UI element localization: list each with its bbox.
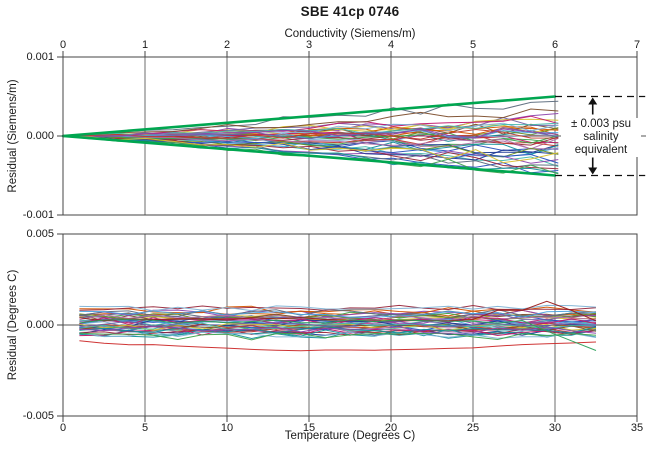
residual-trace [79,323,597,332]
residual-trace [79,317,597,325]
residual-trace [62,118,559,137]
y-tick-label: -0.001 [22,209,54,221]
conductivity-axis-title: Conductivity (Siemens/m) [284,28,416,40]
temperature-axis-title: Temperature (Degrees C) [284,430,416,442]
x-tick-label: 30 [548,422,562,434]
x-tick-label: 2 [223,39,231,51]
residual-trace [79,329,597,337]
x-tick-label: 5 [469,39,477,51]
chart-title: SBE 41cp 0746 [300,4,400,19]
envelope-line [61,95,557,138]
x-tick-label: 25 [466,422,480,434]
y-tick-label: 0.000 [26,130,54,142]
x-tick-label: 6 [551,39,559,51]
residual-trace [62,128,559,139]
residual-trace [79,314,597,322]
arrow-down-head [588,167,598,175]
residual-trace [79,319,597,351]
salinity-equivalent-annotation: ± 0.003 psu salinity equivalent [561,118,641,157]
y-tick-label: -0.005 [22,410,54,422]
arrow-up-head [588,97,598,105]
residual-trace [62,135,559,150]
residual-trace [79,300,597,322]
residual-trace [79,340,597,352]
x-tick-label: 4 [387,39,395,51]
x-tick-label: 3 [305,39,313,51]
x-tick-label: 10 [220,422,234,434]
residual-trace [79,310,597,318]
residual-trace [62,128,559,140]
x-tick-label: 0 [59,422,67,434]
residual-trace [62,108,559,137]
annotation-line-1: ± 0.003 psu [570,118,632,130]
y-tick-label: 0.005 [26,228,54,240]
annotation-line-3: equivalent [574,144,628,156]
annotation-line-2: salinity [583,131,619,143]
x-tick-label: 7 [633,39,641,51]
residual-trace [79,332,597,341]
residual-trace [79,325,597,334]
x-tick-label: 20 [384,422,398,434]
x-tick-label: 15 [302,422,316,434]
envelope-line [61,134,557,177]
conductivity-residual-axis-title: Residual (Siemens/m) [7,79,19,193]
x-tick-label: 35 [630,422,644,434]
residual-trace [79,322,597,330]
residual-trace [79,304,597,311]
residual-trace [79,331,597,339]
residual-trace [79,320,597,328]
plot-frame [62,233,638,417]
y-tick-label: 0.000 [26,319,54,331]
residual-trace [79,304,597,312]
y-tick-label: 0.001 [26,51,54,63]
x-tick-label: 0 [59,39,67,51]
residual-trace [79,326,597,334]
x-tick-label: 1 [141,39,149,51]
temperature-residual-axis-title: Residual (Degrees C) [7,269,19,381]
residual-trace [62,135,559,164]
x-tick-label: 5 [141,422,149,434]
